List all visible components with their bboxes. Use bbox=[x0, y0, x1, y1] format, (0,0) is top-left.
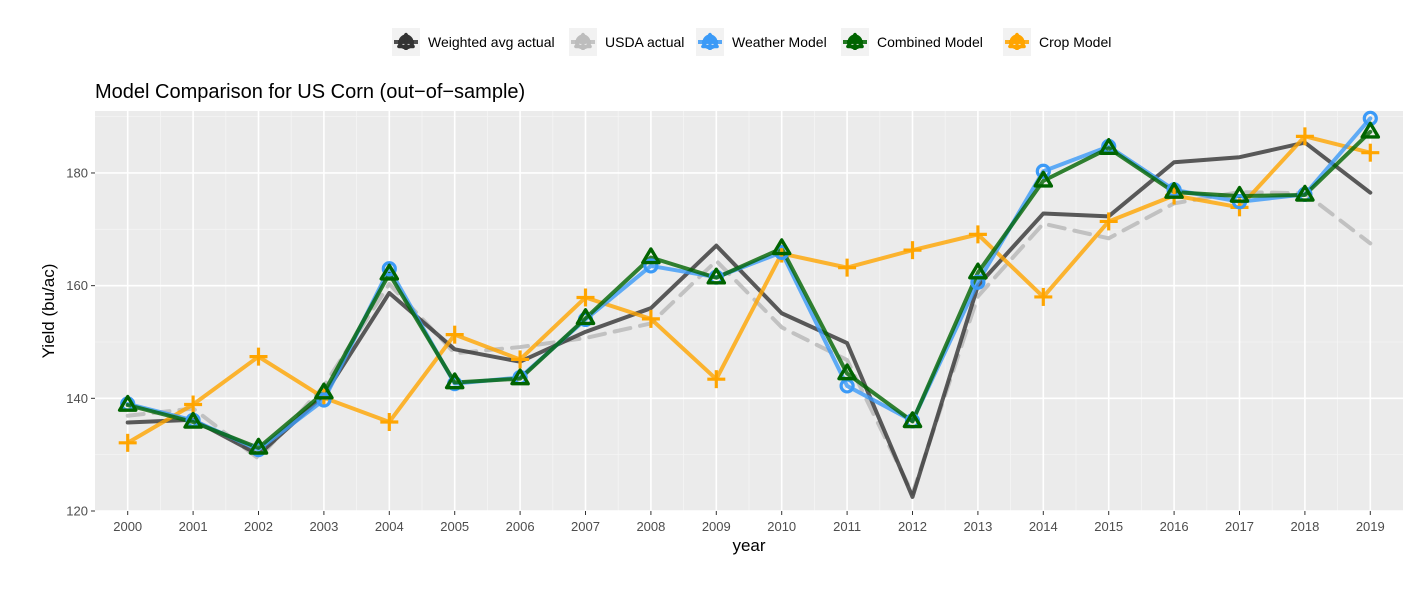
x-axis-ticks: 2000 2001 2002 2003 2004 2005 2006 2007 2008 2009… bbox=[113, 511, 1385, 534]
point-combined-model bbox=[117, 394, 138, 412]
point-combined-model bbox=[837, 363, 857, 381]
y-tick-label: 120 bbox=[66, 504, 88, 519]
point-crop-model bbox=[1034, 287, 1053, 306]
point-combined-model bbox=[1229, 185, 1250, 203]
x-tick-label: 2000 bbox=[113, 519, 142, 534]
point-crop-model bbox=[1099, 212, 1118, 231]
x-tick-label: 2001 bbox=[179, 519, 208, 534]
legend-item-combined-model: Combined Model bbox=[841, 28, 983, 56]
x-tick-label: 2005 bbox=[440, 519, 469, 534]
point-weather-model bbox=[316, 392, 332, 408]
legend-key-plus bbox=[575, 34, 591, 50]
x-tick-label: 2011 bbox=[833, 519, 861, 534]
x-tick-label: 2015 bbox=[1094, 519, 1123, 534]
x-tick-label: 2016 bbox=[1160, 519, 1189, 534]
point-crop-model bbox=[1361, 143, 1380, 162]
series-line-crop-model bbox=[125, 134, 1373, 445]
point-combined-model bbox=[183, 411, 203, 429]
x-tick-label: 2002 bbox=[244, 519, 273, 534]
x-axis-title: year bbox=[732, 536, 765, 555]
legend-label: USDA actual bbox=[605, 34, 684, 50]
chart-title: Model Comparison for US Corn (out−of−sam… bbox=[95, 81, 525, 103]
point-weather-model bbox=[381, 261, 397, 277]
x-tick-label: 2013 bbox=[963, 519, 992, 534]
point-crop-model bbox=[184, 395, 203, 414]
x-tick-label: 2004 bbox=[375, 519, 404, 534]
y-tick-label: 140 bbox=[66, 391, 88, 406]
series-lines bbox=[125, 116, 1373, 499]
x-tick-label: 2014 bbox=[1029, 519, 1058, 534]
y-axis-ticks: 120 140 160 180 bbox=[66, 165, 95, 519]
legend-label: Crop Model bbox=[1039, 34, 1111, 50]
legend-key-plus bbox=[1009, 34, 1025, 50]
x-tick-label: 2012 bbox=[898, 519, 927, 534]
x-tick-label: 2006 bbox=[506, 519, 535, 534]
point-combined-model bbox=[968, 262, 988, 280]
point-combined-model bbox=[706, 267, 727, 285]
point-crop-model bbox=[249, 347, 268, 366]
point-crop-model bbox=[576, 288, 595, 307]
point-crop-model bbox=[511, 350, 530, 369]
point-crop-model bbox=[380, 412, 399, 431]
series-line-combined-model bbox=[125, 129, 1373, 450]
point-combined-model bbox=[248, 437, 269, 455]
legend-item-weather-model: Weather Model bbox=[696, 28, 827, 56]
legend-label: Combined Model bbox=[877, 34, 983, 50]
legend-label: Weighted avg actual bbox=[428, 34, 555, 50]
point-combined-model bbox=[902, 411, 923, 429]
x-tick-label: 2010 bbox=[767, 519, 796, 534]
y-tick-label: 160 bbox=[66, 278, 88, 293]
series-markers bbox=[117, 110, 1381, 458]
point-combined-model bbox=[510, 368, 530, 386]
point-combined-model bbox=[1033, 170, 1054, 188]
x-tick-label: 2009 bbox=[702, 519, 731, 534]
x-tick-label: 2019 bbox=[1356, 519, 1385, 534]
legend-key-plus bbox=[398, 34, 414, 50]
x-tick-label: 2017 bbox=[1225, 519, 1254, 534]
point-combined-model bbox=[641, 247, 661, 265]
legend: Weighted avg actual USDA actual Weather Mo… bbox=[392, 28, 1111, 56]
legend-label: Weather Model bbox=[732, 34, 827, 50]
point-combined-model bbox=[379, 263, 400, 281]
x-tick-label: 2007 bbox=[571, 519, 600, 534]
y-tick-label: 180 bbox=[66, 165, 88, 180]
legend-item-weighted-avg-actual: Weighted avg actual bbox=[392, 28, 555, 56]
legend-key-plus bbox=[702, 34, 718, 50]
point-crop-model bbox=[707, 370, 726, 389]
legend-item-usda-actual: USDA actual bbox=[569, 28, 684, 56]
point-combined-model bbox=[771, 238, 792, 256]
legend-key-plus bbox=[847, 34, 863, 50]
point-weather-model bbox=[643, 258, 659, 274]
y-axis-title: Yield (bu/ac) bbox=[39, 264, 58, 359]
point-combined-model bbox=[1098, 137, 1119, 155]
point-combined-model bbox=[1164, 181, 1184, 199]
grid-major bbox=[95, 111, 1403, 512]
point-crop-model bbox=[903, 241, 922, 260]
point-weather-model bbox=[1035, 163, 1051, 179]
point-combined-model bbox=[575, 308, 596, 326]
point-crop-model bbox=[838, 258, 857, 277]
legend-item-crop-model: Crop Model bbox=[1003, 28, 1111, 56]
point-combined-model bbox=[444, 372, 465, 390]
point-crop-model bbox=[1295, 127, 1314, 146]
point-crop-model bbox=[968, 225, 987, 244]
x-tick-label: 2008 bbox=[636, 519, 665, 534]
point-combined-model bbox=[1295, 184, 1315, 202]
point-combined-model bbox=[314, 382, 334, 400]
point-crop-model bbox=[118, 433, 137, 452]
point-crop-model bbox=[641, 309, 660, 328]
x-tick-label: 2003 bbox=[309, 519, 338, 534]
grid-minor bbox=[95, 111, 1403, 511]
x-tick-label: 2018 bbox=[1290, 519, 1319, 534]
point-combined-model bbox=[1360, 121, 1381, 139]
point-crop-model bbox=[445, 325, 464, 344]
